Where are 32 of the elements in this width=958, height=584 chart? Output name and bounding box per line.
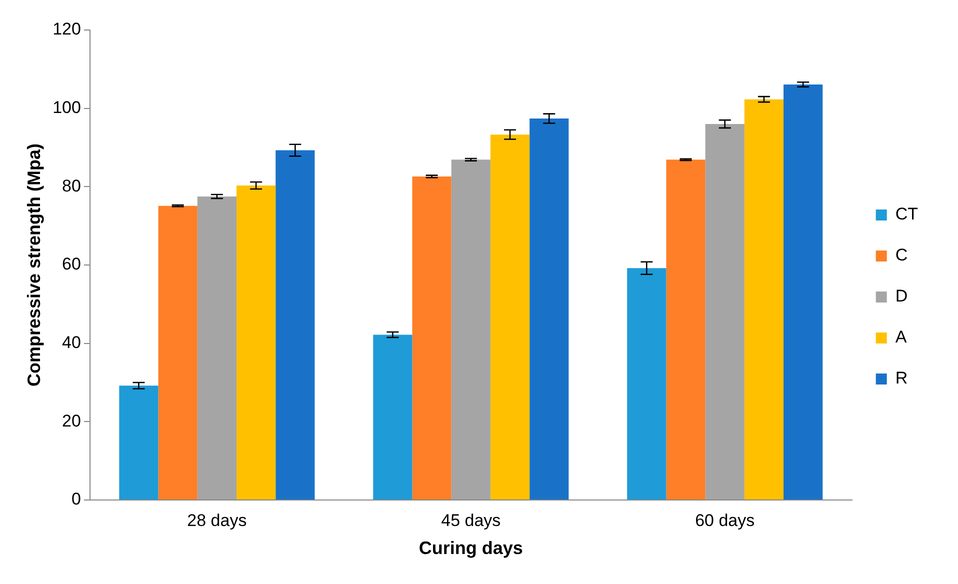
legend-label: C [895,246,908,265]
y-tick-label: 20 [62,411,81,430]
bar [119,386,158,500]
y-tick-label: 60 [62,254,81,274]
bar [276,150,315,500]
bar [373,334,412,500]
bar [744,99,784,500]
y-tick-label: 120 [52,20,81,39]
x-tick-label: 28 days [187,510,247,530]
y-axis-title: Compressive strength (Mpa) [24,143,44,387]
bar [490,134,530,500]
legend-label: D [895,286,908,306]
legend-label: A [895,328,908,347]
bar [666,160,706,500]
x-tick-label: 45 days [441,510,501,530]
bar [705,124,744,500]
bar [627,268,666,500]
legend-label: R [895,368,908,388]
y-tick-label: 80 [62,176,81,196]
bar [530,118,569,500]
bar [197,196,236,500]
x-axis-title: Curing days [418,538,523,558]
bar [784,84,823,500]
bar [451,160,490,500]
bar [236,185,276,500]
legend-label: CT [895,204,918,224]
bar [412,176,452,500]
bar [158,206,198,500]
x-tick-label: 60 days [695,510,755,530]
y-tick-label: 40 [62,333,81,352]
y-tick-label: 0 [71,490,81,509]
y-tick-label: 100 [52,98,81,118]
